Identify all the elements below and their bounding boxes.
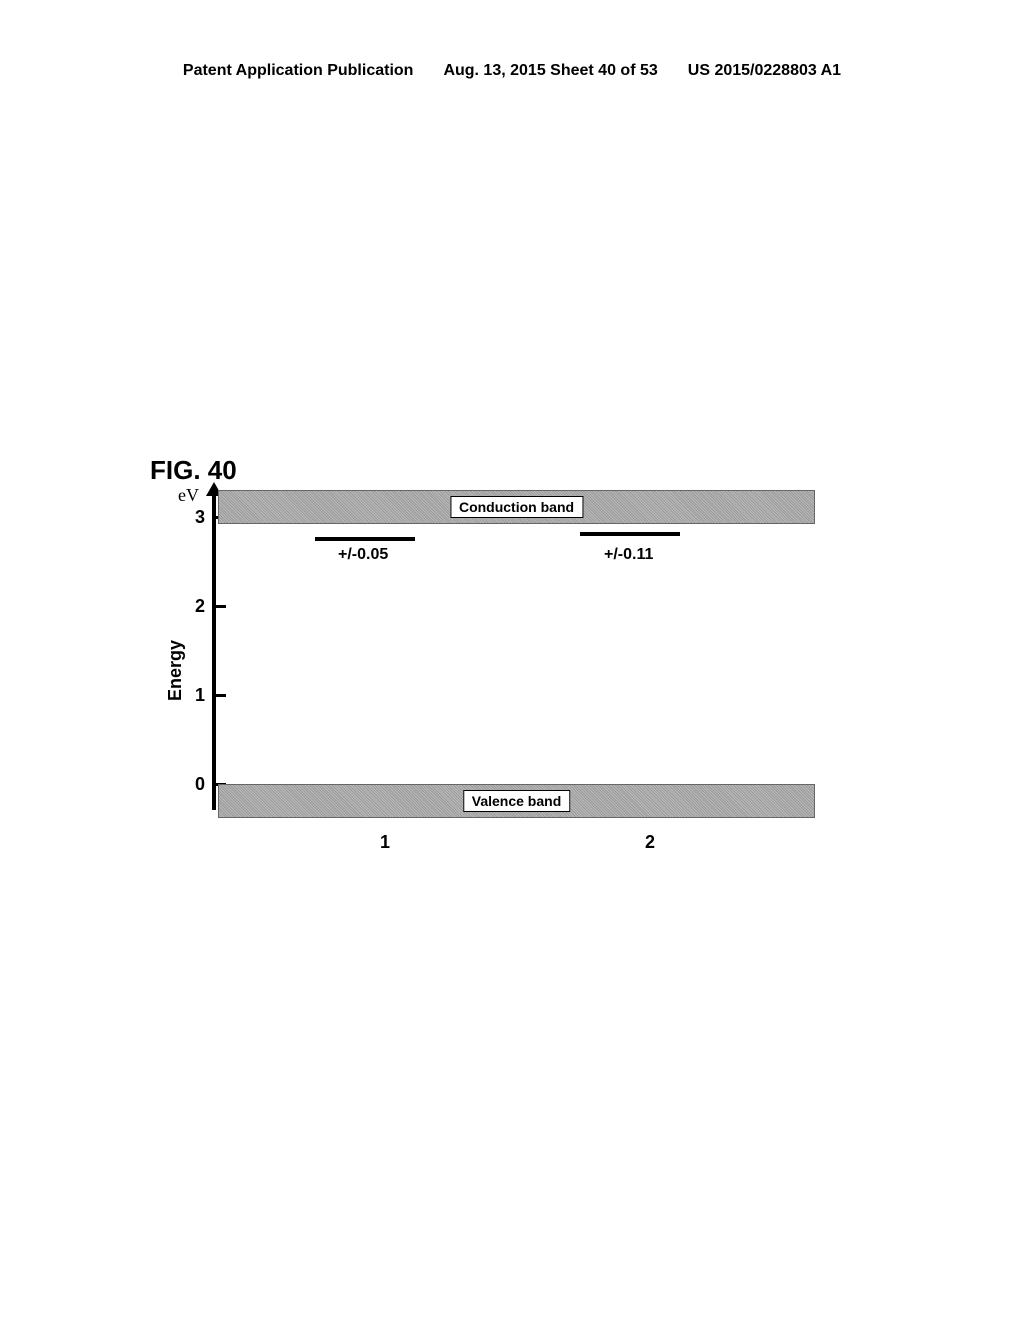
y-tick-label: 1 [185, 685, 205, 706]
conduction-band-label: Conduction band [450, 496, 583, 518]
header-left: Patent Application Publication [183, 62, 414, 80]
y-tick [212, 605, 226, 608]
valence-band: Valence band [218, 784, 815, 818]
x-tick-label-2: 2 [645, 832, 655, 853]
y-tick-label: 0 [185, 774, 205, 795]
page-header: Patent Application Publication Aug. 13, … [0, 62, 1024, 80]
energy-level-1-label: +/-0.05 [338, 546, 388, 564]
ev-unit-label: eV [178, 485, 199, 506]
energy-level-2-label: +/-0.11 [604, 546, 653, 564]
y-tick [212, 694, 226, 697]
valence-band-label: Valence band [463, 790, 570, 812]
y-axis-label: Energy [165, 640, 186, 701]
energy-band-chart: eV Energy 3 2 1 0 Conduction band Valenc… [200, 490, 815, 835]
y-tick-label: 2 [185, 596, 205, 617]
x-tick-label-1: 1 [380, 832, 390, 853]
conduction-band: Conduction band [218, 490, 815, 524]
figure-label: FIG. 40 [150, 455, 237, 486]
y-tick-label: 3 [185, 507, 205, 528]
y-axis-line [212, 490, 216, 810]
energy-level-2 [580, 532, 680, 536]
header-center: Aug. 13, 2015 Sheet 40 of 53 [443, 62, 657, 80]
energy-level-1 [315, 537, 415, 541]
header-right: US 2015/0228803 A1 [688, 62, 841, 80]
